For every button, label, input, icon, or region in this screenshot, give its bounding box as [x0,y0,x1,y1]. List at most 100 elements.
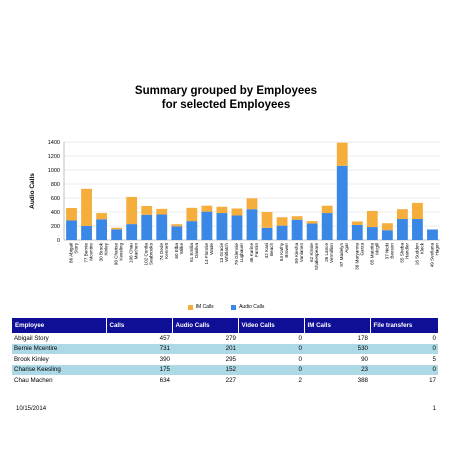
cell-calls: 390 [159,355,170,363]
bar-audio-calls [201,211,213,240]
stacked-bar-chart: 0 200 400 600 800 1000 1200 1400 Audio Calls 86 A… [29,140,440,271]
bar-im-calls [336,142,348,166]
cell-calls: 634 [159,376,170,384]
bar-audio-calls [231,215,243,240]
bar-audio-calls [171,226,183,240]
cell-audio-calls: 201 [172,343,238,354]
y-tick-label: 800 [51,182,60,188]
y-tick-label: 0 [57,238,60,244]
bar-im-calls [81,188,92,226]
cell-employee: Brook Kinley [14,355,49,363]
bar-audio-calls [96,219,108,240]
table-row: Chau Machen 634 227 2 388 17 [12,375,438,386]
bar-audio-calls [381,230,393,240]
x-tick-label: 62 KinsieShakespeare [309,243,319,271]
bar-audio-calls [126,224,138,240]
x-tick-label: 79 GlennieLugbauer [234,243,244,266]
x-tick-label: 74 DedeKennett [159,242,169,260]
bar-audio-calls [366,227,378,240]
table-row: Charise Keesling 175 152 0 23 0 [12,364,438,375]
legend-item-im: IM Calls [187,304,214,310]
bar-audio-calls [261,227,273,240]
cell-file-transfers: 0 [370,343,438,354]
legend-label-audio: Audio Calls [239,304,265,310]
bar-im-calls [366,210,378,228]
bar-audio-calls [66,220,77,240]
footer-page-number: 1 [432,406,436,412]
x-tick-label: 42 KasiBeach [264,243,274,259]
cell-video-calls: 2 [298,376,302,384]
x-tick-label: 16 SuddenKleck [414,242,424,265]
y-tick-label: 200 [51,224,60,230]
column-header-video-calls: Video Calls [238,318,305,333]
x-tick-label: 106 ChauMachen [129,243,139,263]
column-header-audio-calls: Audio Calls [172,318,239,333]
legend-swatch-audio [231,304,237,310]
y-tick-label: 1400 [48,140,60,146]
footer-date: 10/15/2014 [16,406,47,412]
y-tick-label: 1000 [48,168,60,174]
bar-im-calls [231,208,243,216]
bar-im-calls [291,216,303,220]
bar-audio-calls [111,229,123,240]
bar-im-calls [276,217,288,226]
bar-im-calls [186,207,198,222]
column-header-employee: Employee [12,318,107,333]
bar-audio-calls [321,213,333,240]
bar-audio-calls [156,214,168,240]
table-row: Brook Kinley 390 295 0 90 5 [12,354,438,365]
bar-audio-calls [396,219,408,240]
cell-audio-calls: 279 [225,334,236,342]
x-tick-label: 77 BernieMcentire [84,243,94,263]
bar-im-calls [261,212,273,228]
bar-audio-calls [216,213,228,240]
cell-file-transfers: 5 [432,355,436,363]
x-tick-label: 38 MaryannaGarza [354,243,364,270]
cell-file-transfers: 0 [370,364,438,375]
cell-audio-calls: 295 [225,355,236,363]
bar-audio-calls [246,209,258,240]
bar-im-calls [141,206,153,215]
employee-summary-table: Employee Calls Audio Calls Video Calls I… [12,318,439,386]
bar-im-calls [171,224,183,227]
bar-audio-calls [186,221,198,240]
bar-im-calls [351,221,363,225]
report-title-line1: Summary grouped by Employees [134,85,318,97]
bar-audio-calls [81,225,92,240]
x-tick-label: 61 EmiliaDasilva [189,243,199,262]
bar-im-calls [412,202,423,219]
cell-video-calls: 0 [298,355,302,363]
cell-audio-calls: 152 [172,364,238,375]
x-tick-label: 49 SvetlanaHager [429,243,439,268]
cell-employee: Bernie Mcentire [12,343,106,354]
x-tick-label: 98 ChariseKeesling [114,243,124,266]
legend-label-im: IM Calls [195,304,214,310]
cell-video-calls: 0 [298,334,302,342]
cell-video-calls: 0 [238,364,304,375]
legend-item-audio: Audio Calls [231,304,264,310]
bar-audio-calls [427,229,438,240]
bar-audio-calls [276,225,288,240]
report-title-line2: for selected Employees [161,99,291,111]
column-header-file-transfers: File transfers [370,318,439,333]
cell-calls: 731 [106,343,172,354]
cell-employee: Abigail Story [14,334,49,342]
x-tick-label: 13 GracieWhitlatch [219,243,229,263]
legend-swatch-im [187,304,193,310]
bar-im-calls [201,205,213,212]
cell-audio-calls: 227 [225,376,236,384]
column-header-im-calls: IM Calls [304,318,371,333]
x-tick-label: 55 ShebaHandler [399,243,409,263]
cell-employee: Charise Keesling [12,364,106,375]
bar-im-calls [321,205,333,214]
bar-im-calls [156,208,168,215]
x-tick-label: 14 FlonnieWade [204,243,214,265]
cell-video-calls: 0 [238,343,304,354]
x-tick-label: 30 BrookKinley [99,242,109,261]
cell-im-calls: 530 [304,343,370,354]
bar-audio-calls [291,219,303,240]
bar-im-calls [396,209,408,219]
bar-audio-calls [351,224,363,240]
x-tick-label: 65 MauritaMcgill [369,243,379,265]
bar-audio-calls [336,165,348,240]
